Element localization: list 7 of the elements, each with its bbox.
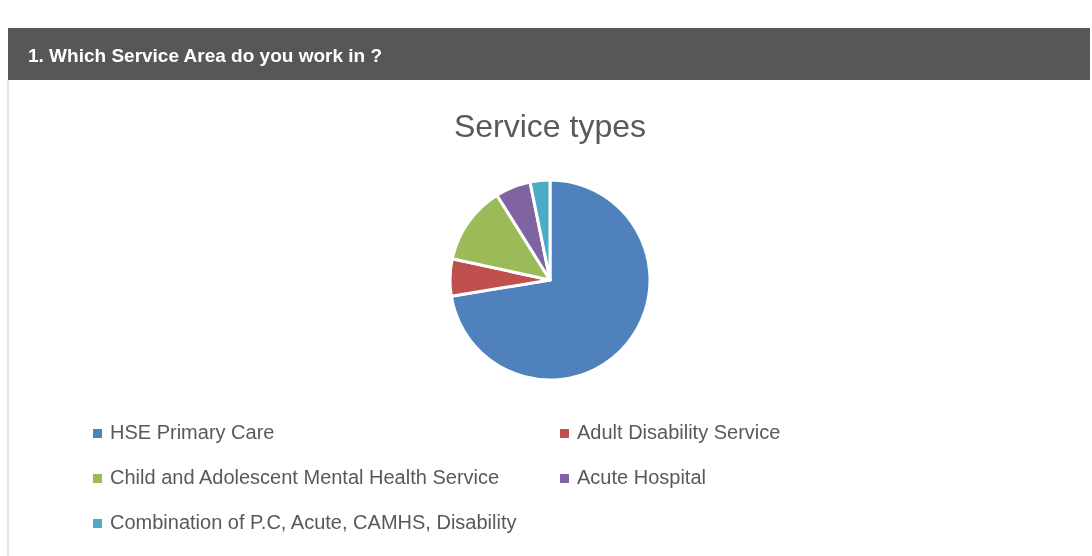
legend-label: Child and Adolescent Mental Health Service <box>110 466 500 488</box>
legend-label: Combination of P.C, Acute, CAMHS, Disability <box>110 511 517 533</box>
legend-label: Acute Hospital <box>577 466 706 488</box>
chart-subtitle: Service types <box>453 108 647 144</box>
legend-label: HSE Primary Care <box>110 421 275 443</box>
chart-title: 1. Which Service Area do you work in ? <box>28 45 383 66</box>
legend-label: Adult Disability Service <box>577 421 781 443</box>
